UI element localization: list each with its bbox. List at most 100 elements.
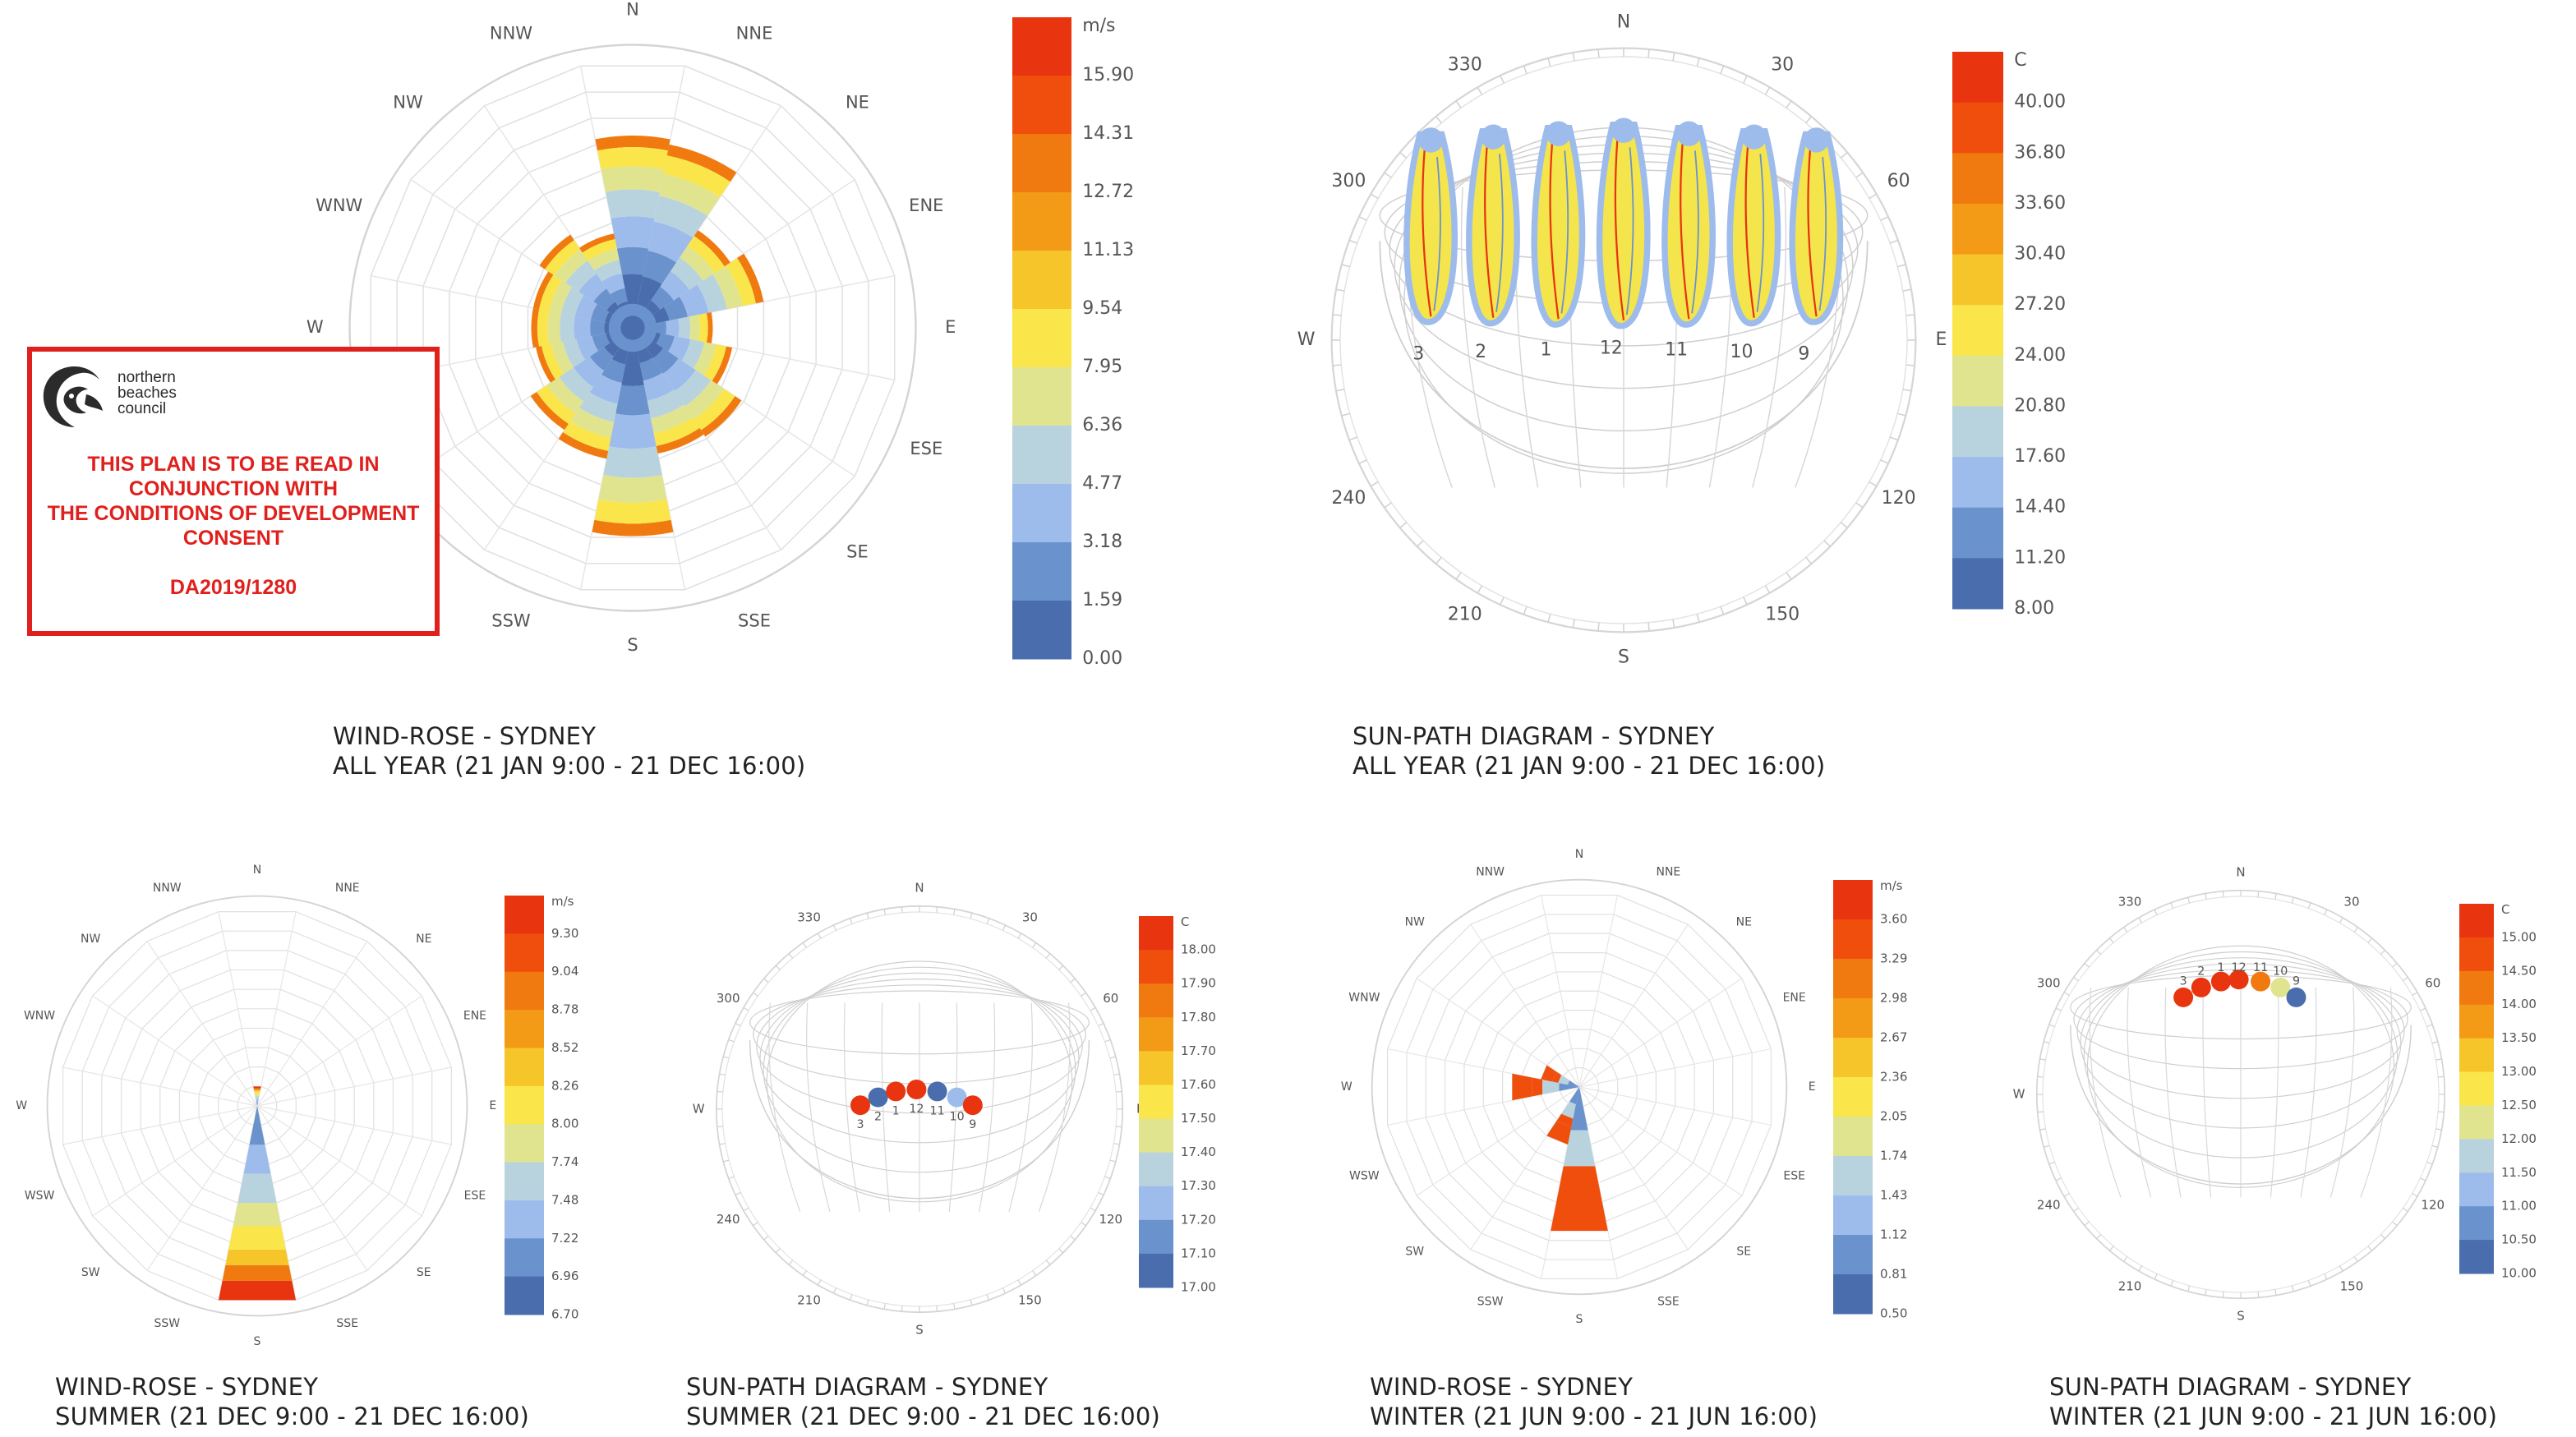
- sunpath-tick: [1104, 1039, 1111, 1043]
- sunpath-compass-label: 60: [1887, 171, 1910, 191]
- legend-color-band: [505, 1048, 544, 1087]
- sunpath-tick: [1743, 596, 1748, 606]
- legend-unit-label: m/s: [1082, 16, 1115, 36]
- windrose-petal-segment: [643, 251, 677, 285]
- sunpath-analemma-hot-trace: [1422, 148, 1432, 317]
- windrose-petal-segment: [606, 189, 660, 219]
- legend-color-band: [1012, 484, 1071, 543]
- windrose-petal-segment: [1569, 1087, 1579, 1105]
- legend-tick-label: 2.36: [1880, 1070, 1907, 1085]
- sunpath-tick: [1889, 436, 1899, 441]
- sunpath-compass-label: E: [1935, 329, 1947, 350]
- sunpath-tick: [802, 942, 807, 948]
- windrose-petal-segment: [256, 1098, 259, 1103]
- legend-color-band: [1012, 542, 1071, 601]
- legend-tick-label: 17.20: [1181, 1212, 1216, 1227]
- windrose-grid-spoke: [1470, 923, 1580, 1088]
- windrose-direction-label: NW: [81, 933, 100, 946]
- legend-color-band: [1012, 601, 1071, 660]
- windrose-grid-spoke: [1578, 923, 1689, 1088]
- windrose-petal-segment: [547, 311, 561, 345]
- sunpath-compass-label: W: [2013, 1087, 2025, 1102]
- windrose-direction-label: SSW: [1477, 1296, 1504, 1309]
- windrose-petal-segment: [539, 274, 562, 311]
- windrose-direction-label: WSW: [1349, 1169, 1380, 1182]
- sunpath-tick: [1477, 585, 1483, 594]
- sunpath-chart: N3060E120150S210240W3003303211211109C15.…: [2013, 865, 2537, 1324]
- legend-tick-label: 17.80: [1181, 1010, 1216, 1025]
- sunpath-tick: [2073, 1207, 2079, 1212]
- sunpath-tick: [2426, 1024, 2433, 1028]
- sunpath-tick: [936, 906, 938, 913]
- legend-color-band: [1012, 367, 1071, 426]
- windrose-petal-segment: [254, 1089, 260, 1092]
- sunpath-tick: [832, 1287, 837, 1294]
- sunpath-analemma: [1403, 131, 1459, 325]
- windrose-outer-ring: [46, 895, 468, 1317]
- windrose-grid-spoke: [1578, 1048, 1772, 1088]
- legend-tick-label: 10.50: [2501, 1232, 2537, 1247]
- sunpath-tick: [1058, 1248, 1064, 1254]
- sunpath-tick: [1672, 52, 1675, 62]
- sunpath-dome-meridian: [1038, 1002, 1071, 1213]
- windrose-direction-label: ENE: [909, 196, 943, 215]
- sunpath-compass-label: 150: [1765, 605, 1800, 625]
- legend-tick-label: 17.30: [1181, 1178, 1216, 1193]
- windrose-direction-label: SE: [846, 541, 869, 561]
- windrose-grid-spoke: [410, 178, 634, 329]
- legend-tick-label: 17.50: [1181, 1111, 1216, 1126]
- caption-title: WIND-ROSE - SYDNEY: [55, 1373, 319, 1401]
- legend-color-band: [1952, 203, 2003, 256]
- windrose-petal-segment: [530, 392, 569, 431]
- stamp-message: THIS PLAN IS TO BE READ IN CONJUNCTION W…: [32, 452, 435, 550]
- legend-color-band: [1833, 1235, 1873, 1275]
- sunpath-tick: [1647, 622, 1650, 632]
- sunpath-tick: [1764, 86, 1771, 95]
- windrose-grid-spoke: [62, 1105, 258, 1145]
- sunpath-tick: [1435, 116, 1442, 124]
- windrose-petal-segment: [701, 396, 742, 437]
- sunpath-tick: [1348, 239, 1358, 244]
- sunpath-hour-label: 9: [2293, 975, 2300, 988]
- windrose-grid-spoke: [256, 941, 368, 1107]
- windrose-petal-segment: [570, 408, 615, 438]
- windrose-petal-segment: [706, 311, 713, 344]
- legend-color-band: [1952, 558, 2003, 610]
- sunpath-tick: [2412, 1192, 2418, 1197]
- windrose-petal-segment: [1559, 1166, 1600, 1188]
- legend-tick-label: 20.80: [2014, 395, 2066, 416]
- windrose-petal-segment: [694, 230, 730, 267]
- windrose-petal-segment: [254, 1091, 260, 1094]
- legend-tick-label: 24.00: [2014, 345, 2066, 366]
- legend-tick-label: 33.60: [2014, 193, 2066, 214]
- windrose-direction-label: SSE: [738, 610, 771, 630]
- windrose-petal-segment: [253, 1086, 261, 1089]
- legend-tick-label: 8.52: [551, 1040, 578, 1055]
- windrose-direction-label: WSW: [25, 1190, 55, 1203]
- windrose-petal-segment: [576, 335, 599, 360]
- legend-color-band: [1139, 1017, 1173, 1052]
- windrose-grid-spoke: [146, 1105, 258, 1271]
- sunpath-tick: [986, 918, 990, 924]
- windrose-petal-segment: [256, 1102, 258, 1106]
- windrose-direction-label: NNE: [335, 882, 360, 895]
- sunpath-tick: [2138, 1265, 2143, 1272]
- sunpath-tick: [2274, 893, 2277, 900]
- windrose-direction-label: N: [253, 864, 261, 877]
- legend-unit-label: m/s: [551, 894, 574, 909]
- sunpath-tick: [1597, 48, 1600, 58]
- sunpath-hour-label: 12: [1600, 338, 1623, 358]
- windrose-grid-spoke: [256, 1105, 368, 1271]
- sunpath-tick: [1017, 933, 1022, 939]
- windrose-petal-segment: [249, 1106, 265, 1145]
- sunpath-tick: [2170, 1280, 2174, 1287]
- sunpath-tick: [2257, 1292, 2260, 1298]
- sunpath-compass-label: 30: [2343, 895, 2359, 910]
- sunpath-compass-label: W: [1297, 329, 1316, 350]
- sunpath-compass-label: N: [2236, 865, 2245, 880]
- sunpath-tick: [883, 1303, 886, 1310]
- windrose-grid-spoke: [92, 1105, 258, 1217]
- sunpath-tick: [1070, 1235, 1076, 1241]
- windrose-direction-label: NW: [1405, 916, 1425, 929]
- sunpath-tick: [1090, 1006, 1096, 1011]
